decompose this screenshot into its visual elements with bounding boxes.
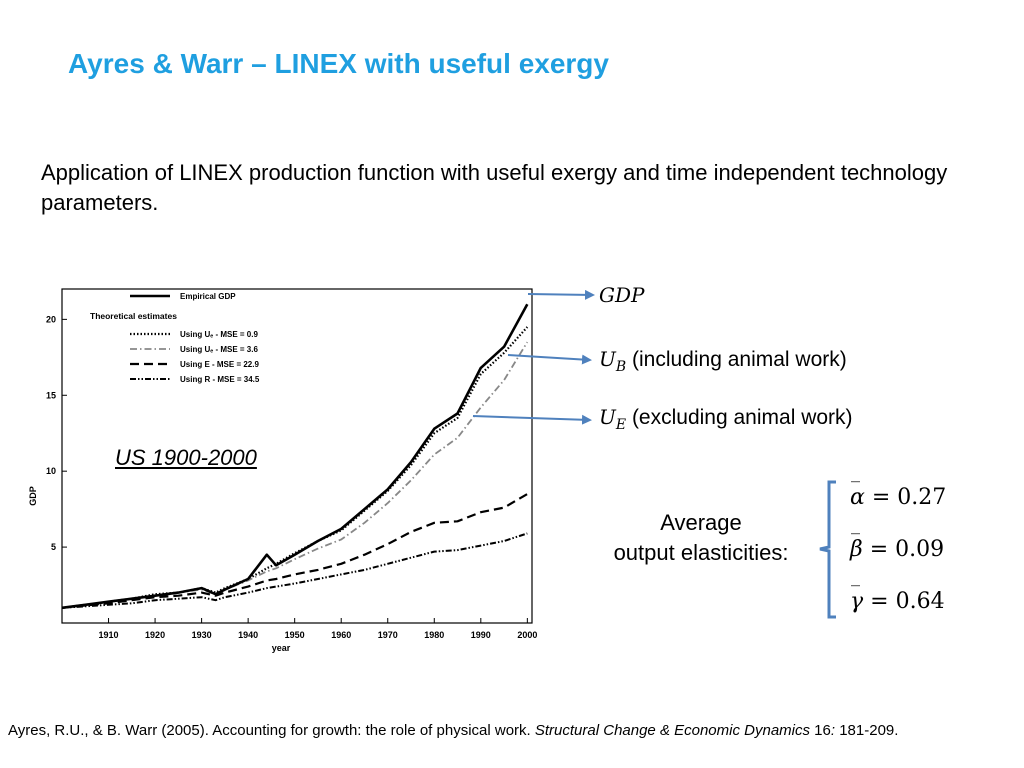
citation-colon: : <box>830 722 836 739</box>
gdp-chart-svg: 1910 1920 1930 1940 1950 1960 1970 1980 1990 2000… <box>28 288 537 653</box>
citation-authors: Ayres, R.U., & B. Warr (2005). Accountin… <box>8 722 535 739</box>
legend-heading: Theoretical estimates <box>90 311 177 321</box>
ue-annotation: UE (excluding animal work) <box>599 405 853 433</box>
alpha-equation: ‾ α = 0.27 <box>850 479 947 510</box>
series-line <box>61 303 529 610</box>
ub-annotation: UB (including animal work) <box>599 347 847 375</box>
ub-arrow <box>507 354 592 365</box>
x-tick-label: 1930 <box>192 630 212 640</box>
alpha-value: = 0.27 <box>871 485 947 510</box>
y-tick-label: 20 <box>46 314 56 324</box>
elasticity-brace <box>819 480 836 619</box>
ue-symbol: U <box>599 405 616 429</box>
y-tick-label: 10 <box>46 466 56 476</box>
x-tick-label: 2000 <box>517 630 537 640</box>
beta-equation: ‾ β = 0.09 <box>850 531 945 562</box>
legend-entry: Empirical GDP <box>180 292 236 301</box>
series-line <box>61 493 528 609</box>
ue-description: (excluding animal work) <box>631 406 853 429</box>
beta-symbol: β <box>850 537 863 562</box>
x-tick-label: 1910 <box>99 630 119 640</box>
x-tick-label: 1950 <box>285 630 305 640</box>
alpha-bar: ‾ <box>851 479 860 500</box>
beta-value: = 0.09 <box>869 537 945 562</box>
y-tick-label: 5 <box>51 542 56 552</box>
x-axis-label: year <box>272 643 291 653</box>
y-axis-label: GDP <box>28 486 38 506</box>
intro-text: Application of LINEX production function… <box>41 160 948 215</box>
y-tick-label: 15 <box>46 390 56 400</box>
x-tick-label: 1990 <box>471 630 491 640</box>
gamma-value: = 0.64 <box>870 589 945 614</box>
ub-description: (including animal work) <box>632 348 847 371</box>
elasticity-label-line1: Average <box>660 510 742 535</box>
x-tick-label: 1920 <box>145 630 165 640</box>
alpha-symbol: α <box>850 485 865 510</box>
legend-entry: Using R - MSE = 34.5 <box>180 375 260 384</box>
gamma-symbol: γ <box>850 589 864 614</box>
series-line <box>61 341 529 609</box>
gdp-annotation: GDP <box>599 283 644 308</box>
slide-title: Ayres & Warr – LINEX with useful exergy <box>68 48 609 79</box>
gamma-equation: ‾ γ = 0.64 <box>850 583 945 614</box>
x-tick-label: 1980 <box>424 630 444 640</box>
gdp-chart: 1910 1920 1930 1940 1950 1960 1970 1980 1990 2000… <box>24 283 537 663</box>
gamma-bar: ‾ <box>851 583 860 604</box>
legend-entry: Using E - MSE = 22.9 <box>180 360 259 369</box>
ue-arrow <box>472 414 592 425</box>
x-tick-label: 1940 <box>238 630 258 640</box>
gdp-arrow <box>527 289 595 300</box>
elasticity-label-line2: output elasticities: <box>613 540 789 565</box>
gdp-symbol: GDP <box>599 283 645 307</box>
citation: Ayres, R.U., & B. Warr (2005). Accountin… <box>8 722 898 739</box>
region-label: US 1900-2000 <box>115 445 257 470</box>
ub-subscript: B <box>615 359 627 376</box>
citation-volume: 16 <box>810 722 831 739</box>
citation-journal: Structural Change & Economic Dynamics <box>534 722 810 739</box>
legend-entry: Using Uₑ - MSE = 0.9 <box>180 330 258 339</box>
ue-subscript: E <box>615 417 627 434</box>
legend-entry: Using Uₑ - MSE = 3.6 <box>180 345 258 354</box>
citation-pages: 181-209. <box>835 722 899 739</box>
x-tick-label: 1970 <box>378 630 398 640</box>
plot-frame <box>61 288 533 624</box>
elasticity-label: Average output elasticities: <box>596 508 806 568</box>
x-tick-label: 1960 <box>331 630 351 640</box>
beta-bar: ‾ <box>851 531 860 552</box>
ub-symbol: U <box>599 347 616 371</box>
